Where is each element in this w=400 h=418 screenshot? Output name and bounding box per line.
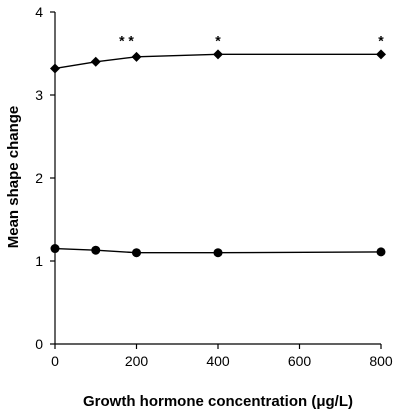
significance-marker: * *	[119, 33, 134, 49]
x-tick-label: 800	[369, 353, 393, 369]
y-axis-title: Mean shape change	[5, 106, 22, 249]
y-tick-label: 2	[35, 170, 43, 186]
y-tick-label: 3	[35, 87, 43, 103]
significance-marker: *	[215, 33, 221, 49]
y-tick-label: 4	[35, 4, 43, 20]
annotation-layer: * * * *	[119, 33, 384, 49]
series-1-point	[90, 56, 101, 67]
x-axis-title: Growth hormone concentration (μg/L)	[83, 393, 353, 410]
series-2-point	[213, 248, 223, 258]
significance-marker: *	[378, 33, 384, 49]
axes	[54, 12, 381, 345]
x-tick-label: 200	[125, 353, 149, 369]
series-2-point	[91, 245, 101, 255]
y-tick-label: 1	[35, 253, 43, 269]
series-layer	[50, 49, 386, 258]
x-tick-label: 0	[51, 353, 59, 369]
x-tick-label: 400	[206, 353, 230, 369]
series-2-point	[132, 248, 141, 258]
series-1-point	[131, 51, 142, 62]
y-tick-label: 0	[35, 336, 43, 352]
x-tick-label: 600	[288, 353, 312, 369]
series-1-point	[50, 63, 60, 74]
ticks: 0 1 2 3 4 0 200 400 600 800	[35, 4, 393, 369]
series-1-point	[376, 49, 386, 60]
series-2-point	[376, 247, 386, 257]
series-1-point	[213, 49, 223, 60]
series-2-point	[50, 244, 60, 254]
